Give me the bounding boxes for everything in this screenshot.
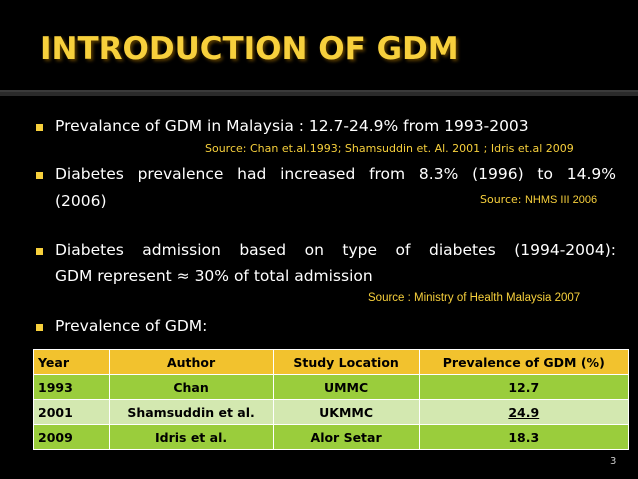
table-header-study-location: Study Location — [272, 349, 420, 375]
bullet-2-source: Source: NHMS III 2006 — [480, 193, 597, 206]
table-header-row: Year Author Study Location Prevalence of… — [33, 349, 630, 375]
table-cell-author: Chan — [108, 374, 274, 400]
gdm-prevalence-table: Year Author Study Location Prevalence of… — [33, 349, 630, 450]
bullet-marker — [36, 324, 43, 331]
bullet-1-text: Prevalance of GDM in Malaysia : 12.7-24.… — [55, 117, 529, 135]
slide-title: INTRODUCTION OF GDM — [40, 31, 459, 67]
bullet-1-source: Source: Chan et.al.1993; Shamsuddin et. … — [205, 142, 574, 155]
bullet-marker — [36, 124, 43, 131]
table-row: 1993 Chan UMMC 12.7 — [33, 374, 630, 400]
table-header-year: Year — [33, 349, 110, 375]
bullet-3-line-1: Diabetes admission based on type of diab… — [55, 241, 616, 259]
table-cell-prevalence: 18.3 — [418, 424, 630, 450]
table-cell-location: Alor Setar — [272, 424, 420, 450]
bullet-4-text: Prevalence of GDM: — [55, 317, 208, 335]
table-cell-location: UKMMC — [272, 399, 420, 425]
page-number: 3 — [610, 456, 617, 467]
bullet-3-source: Source : Ministry of Health Malaysia 200… — [368, 292, 581, 304]
table-cell-prevalence: 24.9 — [418, 399, 630, 425]
bullet-marker — [36, 248, 43, 255]
bullet-2-source-name: NHMS III 2006 — [524, 194, 598, 206]
table-cell-author: Idris et al. — [108, 424, 274, 450]
bullet-2-line-2: (2006) — [55, 192, 107, 210]
table-cell-year: 2009 — [33, 424, 110, 450]
table-cell-year: 2001 — [33, 399, 110, 425]
bullet-3-line-2: GDM represent ≈ 30% of total admission — [55, 267, 373, 285]
table-cell-location: UMMC — [272, 374, 420, 400]
title-divider — [0, 90, 638, 96]
table-header-author: Author — [108, 349, 274, 375]
bullet-2-line-1: Diabetes prevalence had increased from 8… — [55, 165, 616, 183]
table-row: 2009 Idris et al. Alor Setar 18.3 — [33, 424, 630, 450]
table-header-prevalence: Prevalence of GDM (%) — [418, 349, 630, 375]
table-cell-author: Shamsuddin et al. — [108, 399, 274, 425]
table-cell-prevalence: 12.7 — [418, 374, 630, 400]
table-cell-year: 1993 — [33, 374, 110, 400]
bullet-marker — [36, 172, 43, 179]
bullet-2-source-prefix: Source: — [480, 193, 525, 206]
table-row: 2001 Shamsuddin et al. UKMMC 24.9 — [33, 399, 630, 425]
